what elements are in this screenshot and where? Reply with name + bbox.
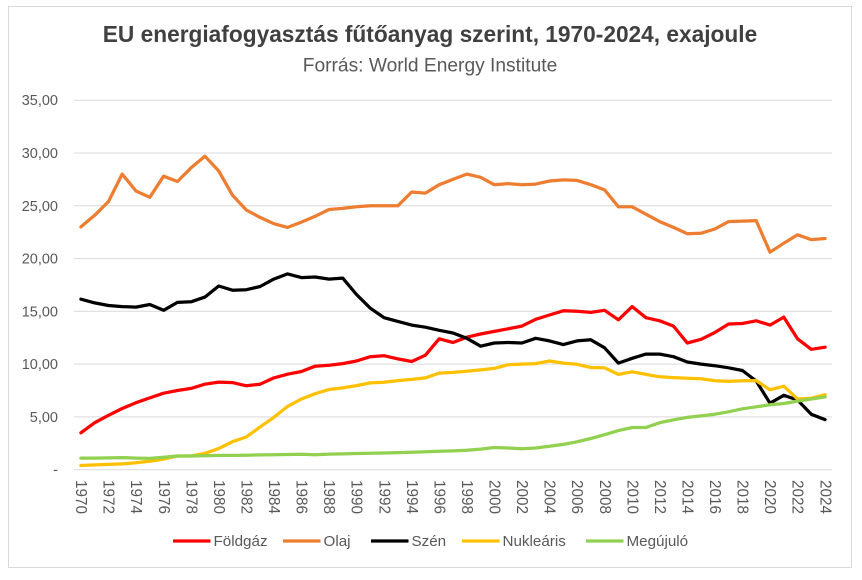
svg-text:2018: 2018	[734, 480, 751, 514]
svg-text:2012: 2012	[651, 480, 668, 514]
svg-text:2010: 2010	[623, 480, 640, 514]
svg-text:35,00: 35,00	[22, 93, 58, 109]
svg-text:1978: 1978	[182, 480, 199, 514]
svg-text:5,00: 5,00	[30, 410, 58, 426]
svg-text:Földgáz: Földgáz	[214, 533, 268, 550]
svg-text:1972: 1972	[100, 480, 117, 514]
svg-text:1982: 1982	[238, 480, 255, 514]
svg-text:-: -	[53, 463, 58, 479]
svg-text:1988: 1988	[320, 480, 337, 514]
svg-text:2014: 2014	[679, 480, 696, 515]
svg-text:1986: 1986	[293, 480, 310, 514]
svg-text:1992: 1992	[375, 480, 392, 514]
svg-text:Megújuló: Megújuló	[627, 533, 689, 550]
svg-text:2020: 2020	[761, 480, 778, 514]
svg-text:Nukleáris: Nukleáris	[503, 533, 567, 550]
svg-text:2016: 2016	[706, 480, 723, 514]
svg-text:2004: 2004	[541, 480, 558, 515]
svg-text:1996: 1996	[430, 480, 447, 514]
svg-text:Olaj: Olaj	[324, 533, 351, 550]
svg-text:1974: 1974	[127, 480, 144, 515]
svg-text:2008: 2008	[596, 480, 613, 514]
svg-text:1976: 1976	[155, 480, 172, 514]
svg-text:20,00: 20,00	[22, 252, 58, 268]
svg-text:EU energiafogyasztás fűtőanyag: EU energiafogyasztás fűtőanyag szerint, …	[103, 21, 757, 47]
svg-text:1990: 1990	[348, 480, 365, 514]
svg-text:30,00: 30,00	[22, 146, 58, 162]
svg-text:2006: 2006	[568, 480, 585, 514]
svg-text:2022: 2022	[789, 480, 806, 514]
svg-text:15,00: 15,00	[22, 304, 58, 320]
svg-text:2000: 2000	[486, 480, 503, 514]
svg-text:Szén: Szén	[412, 533, 447, 550]
svg-text:2002: 2002	[513, 480, 530, 514]
svg-text:1970: 1970	[72, 480, 89, 514]
svg-text:10,00: 10,00	[22, 357, 58, 373]
svg-text:1994: 1994	[403, 480, 420, 515]
svg-text:1998: 1998	[458, 480, 475, 514]
svg-text:25,00: 25,00	[22, 199, 58, 215]
svg-text:1980: 1980	[210, 480, 227, 514]
svg-text:2024: 2024	[816, 480, 833, 515]
svg-text:1984: 1984	[265, 480, 282, 515]
svg-text:Forrás: World Energy Institute: Forrás: World Energy Institute	[303, 56, 558, 77]
